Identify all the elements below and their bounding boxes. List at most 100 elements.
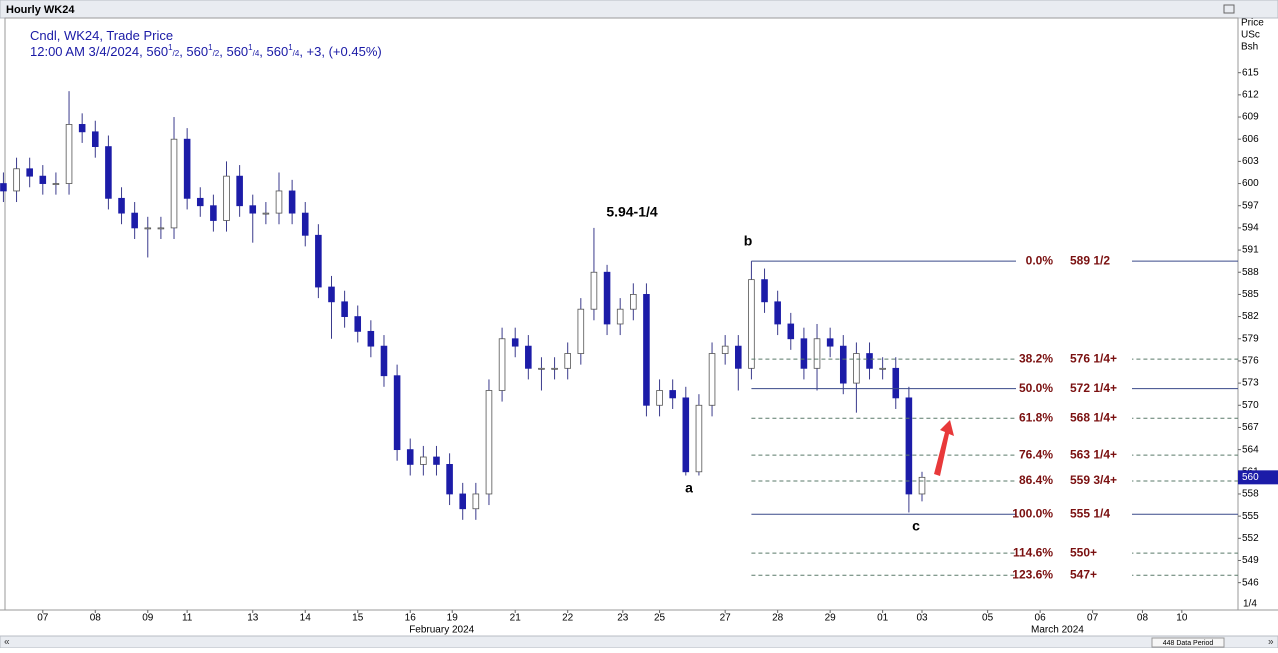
fib-percent: 76.4%: [1019, 447, 1053, 461]
fib-price: 576 1/4+: [1070, 351, 1117, 365]
legend-text: /4: [253, 49, 260, 58]
y-tick-label: 567: [1242, 422, 1259, 433]
legend-line: Cndl, WK24, Trade Price: [30, 28, 173, 43]
y-axis-title-line: Bsh: [1241, 42, 1258, 53]
x-tick-label: 13: [247, 613, 259, 624]
candle-body: [354, 316, 362, 332]
scroll-left[interactable]: «: [4, 637, 10, 648]
annotation: 5.94-1/4: [606, 204, 658, 220]
candle-body: [472, 493, 480, 510]
candle-body: [223, 175, 230, 221]
candle-body: [826, 338, 834, 347]
fib-price: 547+: [1070, 567, 1097, 581]
y-tick-label: 594: [1242, 223, 1259, 234]
candle-body: [853, 353, 860, 384]
y-tick-label: 615: [1242, 67, 1259, 78]
marks: 0.0% 589 1/2 38.2% 576 1/4+ 50.0% 572 1/4+ 61.…: [0, 91, 1238, 581]
candle-body: [446, 464, 453, 495]
fib-price: 563 1/4+: [1070, 447, 1117, 461]
x-tick-label: 01: [877, 613, 889, 624]
fib-label-bg: [1016, 547, 1132, 560]
candle-body: [721, 345, 729, 354]
annotation: b: [744, 233, 753, 249]
x-tick-label: 07: [1087, 613, 1099, 624]
candle-body: [839, 345, 847, 384]
fib-price: 559 3/4+: [1070, 473, 1117, 487]
y-tick-label: 552: [1242, 533, 1259, 544]
candle-body: [511, 338, 519, 347]
y-tick-label: 573: [1242, 378, 1259, 389]
candle-body: [39, 175, 47, 184]
candle-body: [196, 197, 204, 207]
candle-body: [52, 183, 60, 185]
window-icon[interactable]: [1223, 4, 1235, 14]
month-label: March 2024: [1031, 625, 1084, 636]
candle-body: [590, 271, 598, 310]
y-tick-label: 582: [1242, 311, 1259, 322]
x-tick-label: 05: [982, 613, 994, 624]
y-tick-label: 555: [1242, 511, 1259, 522]
candle-body: [538, 367, 545, 370]
candle-body: [879, 367, 886, 370]
legend-text: , 560: [179, 44, 208, 59]
y-tick-label: 588: [1242, 267, 1259, 278]
candle-body: [498, 338, 506, 391]
fib-percent: 0.0%: [1026, 253, 1054, 267]
candle-body: [341, 301, 348, 317]
candle-body: [905, 397, 913, 495]
legend-text: /4: [293, 49, 300, 58]
fib-percent: 123.6%: [1012, 567, 1053, 581]
candle-body: [262, 212, 270, 215]
fib-percent: 50.0%: [1019, 381, 1053, 395]
legend-text: /2: [173, 49, 180, 58]
candle-body: [892, 367, 900, 399]
candle-body: [380, 345, 388, 377]
candle-body: [118, 197, 125, 214]
y-tick-label: 564: [1242, 444, 1259, 455]
fib-label-bg: [1016, 475, 1132, 488]
fib-percent: 114.6%: [1013, 545, 1053, 559]
fib-percent: 38.2%: [1019, 351, 1053, 365]
candle-body: [761, 279, 768, 303]
candle-body: [551, 367, 558, 370]
candle-body: [669, 390, 676, 399]
legend-text: 1: [208, 43, 213, 52]
y-tick-label: 549: [1242, 555, 1259, 566]
x-tick-label: 06: [1035, 613, 1047, 624]
y-tick-label: 579: [1242, 333, 1259, 344]
y-tick-label: 612: [1242, 90, 1259, 101]
last-price-box: [1238, 470, 1278, 485]
scroll-right[interactable]: »: [1268, 637, 1274, 648]
fib-label-bg: [1016, 449, 1132, 462]
candle-body: [433, 456, 440, 465]
y-tick-label: 585: [1242, 289, 1259, 300]
x-tick-label: 28: [772, 613, 784, 624]
y-tick-label: 603: [1242, 156, 1259, 167]
y-tick-label: 570: [1242, 400, 1259, 411]
y-unit-label: 1/4: [1243, 599, 1257, 610]
candle-body: [774, 301, 781, 325]
scroll-bar: [0, 635, 1278, 649]
x-tick-label: 08: [1137, 613, 1149, 624]
y-tick-label: 606: [1242, 134, 1259, 145]
candle-body: [800, 338, 808, 369]
legend-text: /2: [213, 49, 220, 58]
candle-body: [525, 345, 532, 369]
x-tick-label: 16: [405, 613, 417, 624]
x-tick-label: 11: [182, 613, 193, 624]
x-tick-label: 10: [1176, 613, 1188, 624]
x-tick-label: 15: [352, 613, 364, 624]
candle-body: [91, 131, 99, 147]
candle-body: [577, 308, 585, 354]
candle-body: [616, 308, 624, 325]
fib-label-bg: [1016, 353, 1132, 366]
x-tick-label: 19: [447, 613, 459, 624]
y-tick-label: 597: [1242, 200, 1259, 211]
y-axis-title-line: Price: [1241, 18, 1264, 29]
fib-price: 568 1/4+: [1070, 410, 1117, 424]
y-tick-label: 600: [1242, 178, 1259, 189]
candle-body: [275, 190, 283, 214]
candle-body: [656, 390, 663, 406]
y-tick-label: 591: [1242, 245, 1259, 256]
